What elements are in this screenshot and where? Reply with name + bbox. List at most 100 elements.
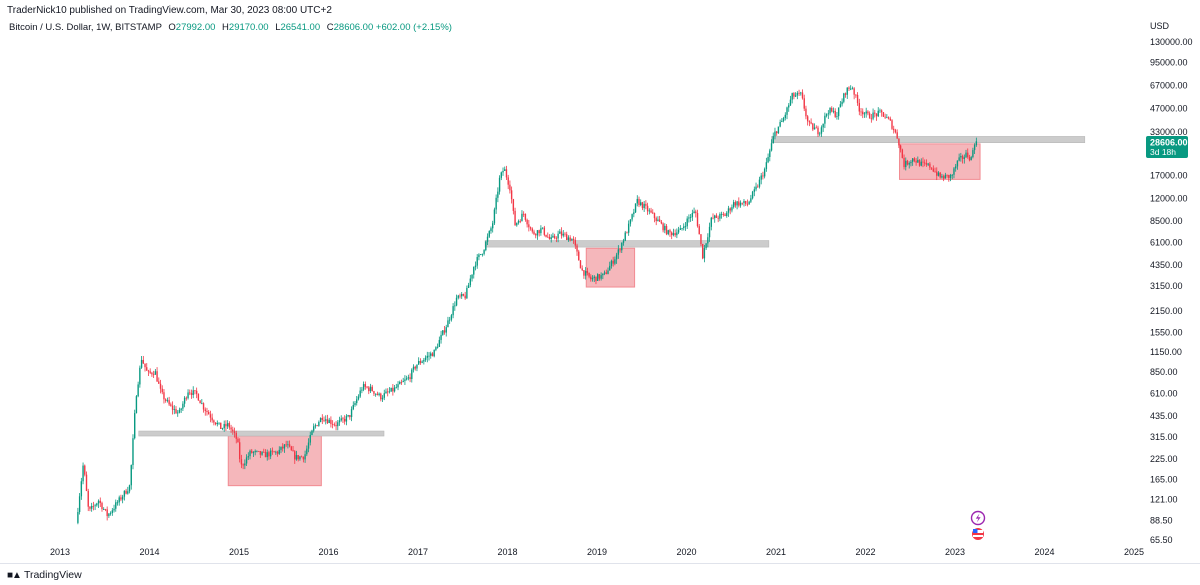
candle-body bbox=[566, 234, 568, 241]
candle-body bbox=[526, 219, 528, 225]
candle-body bbox=[414, 366, 416, 369]
candle bbox=[440, 330, 442, 344]
candle bbox=[433, 349, 435, 358]
candle bbox=[92, 501, 95, 511]
candle bbox=[519, 219, 521, 224]
support-level-3[interactable] bbox=[771, 136, 1086, 143]
candle-body bbox=[493, 209, 496, 224]
candle-body bbox=[318, 422, 320, 426]
candle bbox=[591, 275, 594, 282]
candle-body bbox=[282, 446, 284, 449]
candle bbox=[238, 438, 241, 463]
support-level-1[interactable] bbox=[138, 430, 385, 437]
candle-body bbox=[407, 377, 410, 379]
candle-body bbox=[295, 455, 298, 460]
candle-body bbox=[309, 434, 311, 443]
candle-body bbox=[806, 116, 809, 122]
candle-body bbox=[240, 459, 243, 465]
event-icons[interactable] bbox=[970, 510, 986, 541]
time-axis[interactable]: 2013 2014 2015 2016 2017 2018 2019 2020 2021 2022… bbox=[50, 547, 1144, 557]
price-tick-label: 3150.00 bbox=[1150, 281, 1183, 291]
candle-body bbox=[953, 168, 955, 175]
candle-body bbox=[574, 240, 577, 246]
candle-body bbox=[452, 306, 454, 316]
candle bbox=[170, 402, 172, 407]
candle-body bbox=[960, 156, 962, 158]
candle bbox=[741, 202, 743, 206]
candle bbox=[125, 488, 127, 495]
candle-body bbox=[645, 203, 647, 206]
candle-body bbox=[834, 110, 836, 117]
accumulation-zone-1[interactable] bbox=[227, 435, 322, 487]
candle bbox=[325, 415, 327, 425]
support-level-2[interactable] bbox=[484, 240, 770, 248]
price-tick-label: 4350.00 bbox=[1150, 260, 1183, 270]
candle bbox=[578, 249, 580, 261]
candle bbox=[879, 108, 881, 113]
candle-body bbox=[882, 112, 885, 117]
candle bbox=[954, 163, 957, 172]
candle-body bbox=[156, 371, 158, 382]
candle bbox=[851, 86, 854, 90]
candle bbox=[399, 380, 401, 385]
candle bbox=[376, 391, 379, 396]
candle bbox=[488, 230, 490, 238]
candle bbox=[502, 167, 504, 176]
price-tick-label: 121.00 bbox=[1150, 495, 1178, 505]
candle-body bbox=[208, 411, 210, 415]
candle bbox=[89, 506, 91, 512]
candle-body bbox=[965, 152, 967, 158]
candle bbox=[271, 447, 274, 455]
candle-body bbox=[896, 132, 898, 139]
candle-body bbox=[385, 391, 387, 394]
candle-body bbox=[875, 113, 878, 117]
candle-body bbox=[708, 226, 711, 238]
candle bbox=[813, 123, 816, 130]
candle-body bbox=[824, 115, 826, 124]
candle-body bbox=[78, 496, 81, 513]
candle bbox=[650, 207, 652, 214]
candle bbox=[660, 219, 663, 225]
candle-body bbox=[116, 502, 119, 504]
candle bbox=[516, 222, 518, 227]
candle-body bbox=[283, 444, 286, 449]
candle bbox=[500, 171, 503, 181]
candle-body bbox=[968, 157, 971, 161]
candle bbox=[306, 445, 308, 457]
last-price-tag-bg bbox=[1146, 136, 1188, 158]
candle-body bbox=[443, 330, 446, 333]
candle-body bbox=[171, 405, 174, 410]
candle bbox=[473, 266, 475, 279]
candle-body bbox=[719, 214, 721, 219]
candle bbox=[96, 502, 98, 507]
candle bbox=[195, 387, 198, 399]
candle-body bbox=[929, 163, 931, 168]
candle bbox=[803, 94, 805, 112]
candle-body bbox=[173, 409, 175, 410]
candle-body bbox=[469, 278, 472, 286]
candle bbox=[156, 367, 158, 383]
candle bbox=[349, 414, 351, 420]
candle-body bbox=[307, 442, 310, 449]
price-axis[interactable]: USD 130000.00 95000.00 67000.00 47000.00 330… bbox=[1150, 21, 1193, 545]
candle-body bbox=[696, 213, 699, 227]
candle-body bbox=[269, 450, 272, 457]
candle bbox=[232, 426, 234, 435]
candle-body bbox=[872, 112, 874, 119]
candle bbox=[681, 227, 683, 231]
price-tick-label: 315.00 bbox=[1150, 432, 1178, 442]
candle-body bbox=[498, 177, 501, 192]
candle bbox=[968, 154, 971, 162]
candle-body bbox=[819, 133, 821, 135]
candle bbox=[139, 365, 141, 388]
candle-body bbox=[158, 381, 160, 384]
candle bbox=[531, 227, 533, 234]
candle bbox=[524, 213, 527, 222]
candle-body bbox=[369, 386, 372, 392]
candle bbox=[767, 153, 769, 164]
tradingview-brand[interactable]: ■▲ TradingView bbox=[7, 569, 82, 581]
candle-body bbox=[163, 392, 165, 400]
candle-body bbox=[507, 177, 509, 185]
candle bbox=[653, 212, 656, 223]
